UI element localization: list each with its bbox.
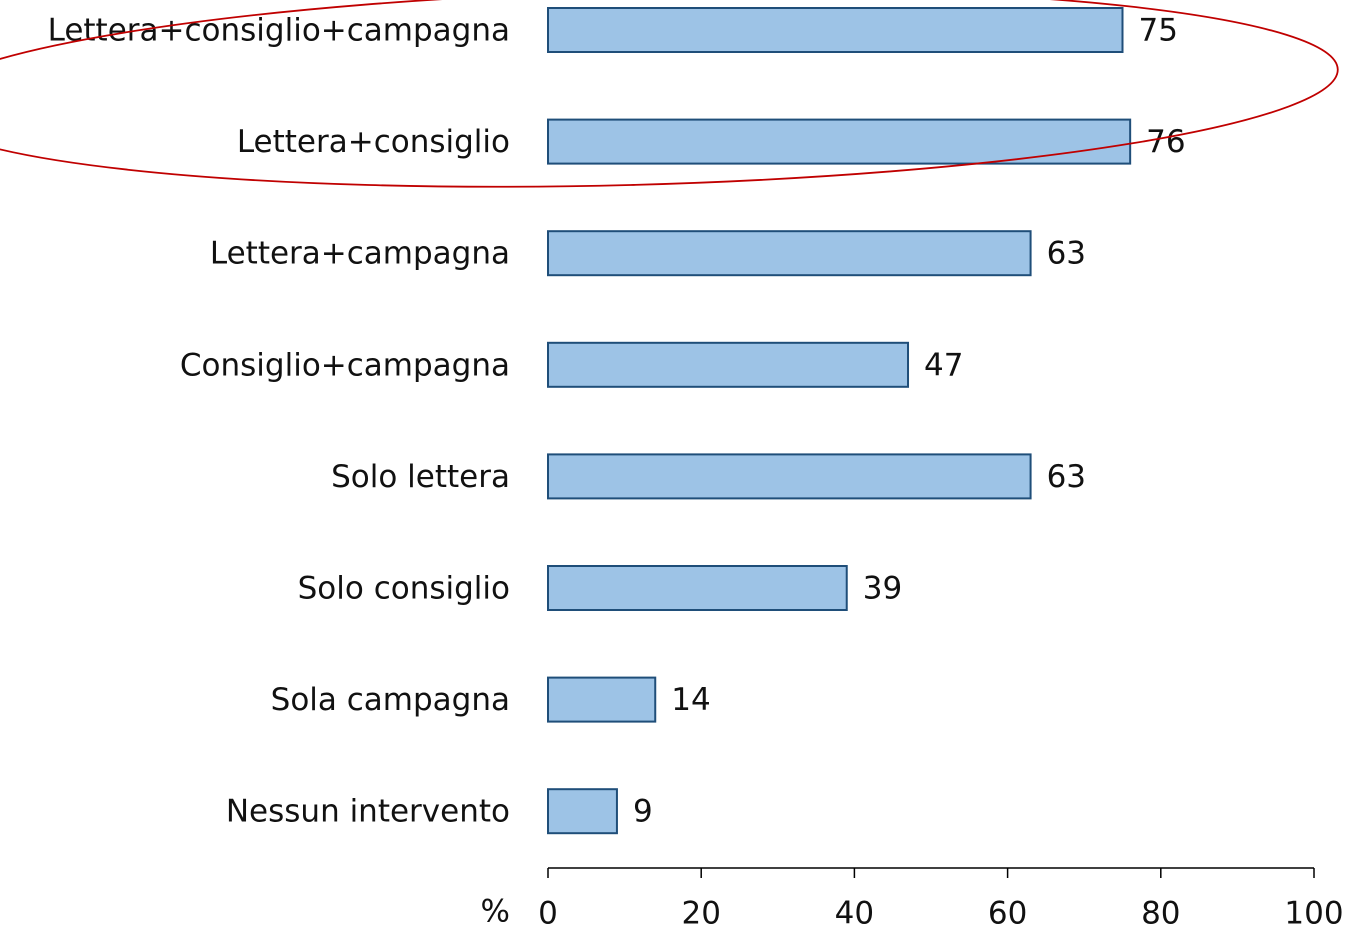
value-label: 47 [924, 347, 963, 383]
y-tick-label: Lettera+consiglio+campagna [48, 13, 510, 49]
y-tick-label: Lettera+consiglio [237, 124, 510, 160]
bar [547, 788, 618, 835]
value-label: 76 [1146, 124, 1185, 160]
y-tick-label: Solo lettera [331, 459, 510, 495]
y-tick-label: Lettera+campagna [210, 236, 510, 272]
bar [547, 118, 1132, 165]
x-tick-label: 40 [835, 896, 874, 932]
bar [547, 7, 1124, 53]
value-label: 75 [1139, 13, 1178, 49]
y-tick-label: Nessun intervento [226, 794, 510, 830]
x-tick-label: 0 [538, 896, 558, 932]
bar [547, 453, 1032, 500]
value-label: 14 [671, 682, 710, 718]
value-label: 63 [1047, 236, 1086, 272]
x-tick-label: 20 [681, 896, 720, 932]
value-label: 39 [863, 571, 902, 607]
value-label: 9 [633, 794, 653, 830]
bar [547, 565, 848, 611]
x-tick-label: 100 [1284, 896, 1343, 932]
bar [547, 676, 657, 723]
y-tick-label: Sola campagna [271, 682, 510, 718]
x-tick-label: 80 [1141, 896, 1180, 932]
x-tick-label: 60 [988, 896, 1027, 932]
x-axis-label: % [481, 894, 510, 930]
y-tick-label: Consiglio+campagna [180, 347, 510, 383]
highlight-ellipse [0, 0, 1339, 188]
bar [547, 230, 1032, 277]
bar [547, 341, 910, 388]
y-tick-label: Solo consiglio [298, 571, 510, 607]
value-label: 63 [1047, 459, 1086, 495]
